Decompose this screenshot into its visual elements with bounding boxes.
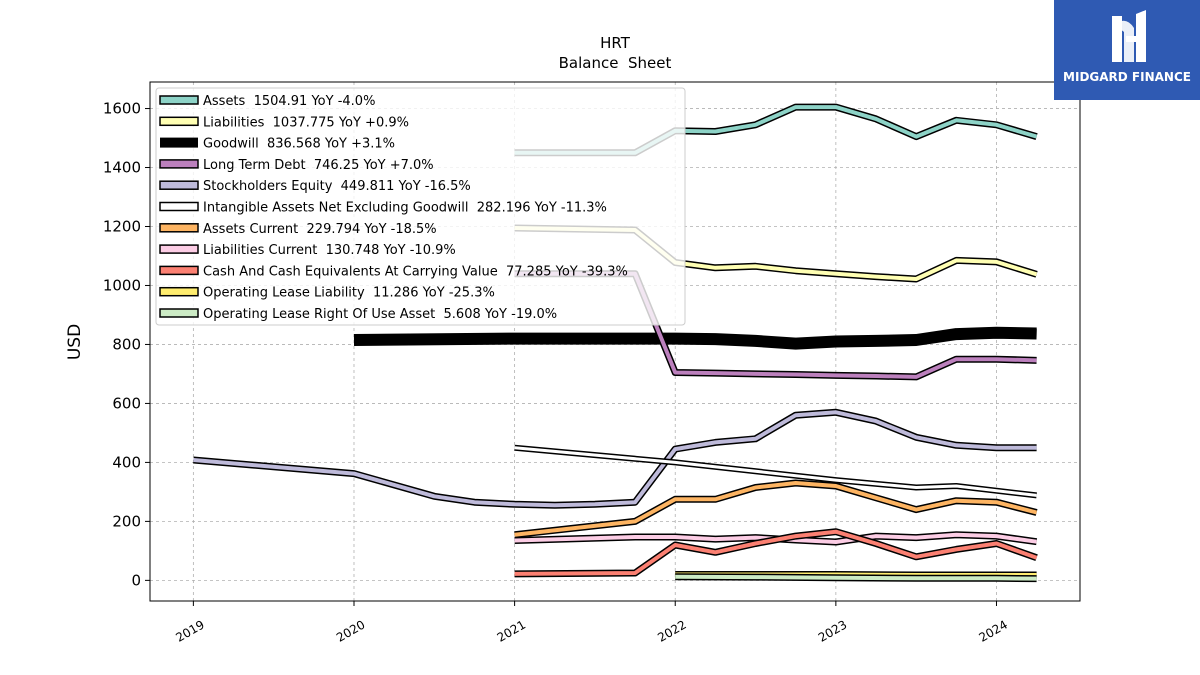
- plot-frame: [149, 81, 1081, 602]
- series-intangible-assets-net-excluding-goodwill: [514, 444, 1037, 499]
- y-tick-label: 1600: [103, 100, 141, 118]
- legend-swatch: [159, 116, 199, 127]
- legend-label: Operating Lease Liability 11.286 YoY -25…: [203, 286, 495, 301]
- legend-label: Long Term Debt 746.25 YoY +7.0%: [203, 158, 434, 173]
- series-liabilities-current: [514, 531, 1038, 546]
- series-line: [353, 328, 1037, 349]
- legend-item: Assets 1504.91 YoY -4.0%: [159, 94, 375, 109]
- legend-swatch: [160, 137, 198, 148]
- x-axis: 2019 2020 2021 2022 2023 2024: [173, 601, 1010, 645]
- legend-box: [155, 87, 686, 326]
- y-tick-label: 0: [131, 571, 141, 589]
- legend-swatch: [159, 286, 199, 297]
- legend-item: Liabilities Current 130.748 YoY -10.9%: [159, 243, 456, 258]
- legend-item: Long Term Debt 746.25 YoY +7.0%: [159, 158, 434, 173]
- legend-item: Liabilities 1037.775 YoY +0.9%: [159, 115, 409, 130]
- brand-name: MIDGARD FINANCE: [1063, 70, 1191, 84]
- legend-label: Intangible Assets Net Excluding Goodwill…: [203, 201, 607, 216]
- y-tick-label: 200: [112, 512, 141, 530]
- legend-label: Cash And Cash Equivalents At Carrying Va…: [203, 264, 628, 279]
- y-tick-label: 600: [112, 394, 141, 412]
- y-tick-label: 800: [112, 335, 141, 353]
- legend-item: Intangible Assets Net Excluding Goodwill…: [159, 201, 607, 216]
- series-line: [675, 574, 1037, 581]
- midgard-finance-logo: MIDGARD FINANCE: [1054, 0, 1200, 100]
- legend-swatch: [159, 265, 199, 276]
- series-goodwill: [353, 326, 1037, 350]
- legend-swatch: [159, 159, 199, 169]
- legend-swatch: [159, 244, 199, 254]
- legend-label: Liabilities 1037.775 YoY +0.9%: [203, 115, 409, 130]
- series-line: [514, 271, 1037, 379]
- series-line: [514, 481, 1038, 537]
- legend-item: Operating Lease Liability 11.286 YoY -25…: [159, 286, 495, 301]
- legend-item: Stockholders Equity 449.811 YoY -16.5%: [159, 179, 471, 194]
- series-layer: [193, 103, 1038, 583]
- y-axis-label: USD: [65, 324, 85, 360]
- series-line: [193, 410, 1037, 508]
- legend-item: Goodwill 836.568 YoY +3.1%: [160, 137, 395, 152]
- legend-swatch: [159, 308, 199, 318]
- x-tick-label: 2023: [816, 617, 849, 644]
- y-tick-label: 1200: [103, 217, 141, 235]
- y-tick-label: 1400: [103, 159, 141, 177]
- x-tick-label: 2021: [495, 617, 528, 644]
- series-stockholders-equity: [193, 408, 1037, 509]
- chart-subtitle: Balance Sheet: [559, 54, 672, 72]
- legend-item: Operating Lease Right Of Use Asset 5.608…: [159, 307, 557, 322]
- series-assets-current: [514, 479, 1038, 539]
- legend-label: Assets 1504.91 YoY -4.0%: [203, 94, 375, 109]
- y-tick-label: 1000: [103, 276, 141, 294]
- series-line: [514, 446, 1037, 497]
- series-operating-lease-right-of-use-asset: [675, 573, 1037, 583]
- legend-label: Goodwill 836.568 YoY +3.1%: [203, 137, 395, 152]
- legend-label: Operating Lease Right Of Use Asset 5.608…: [203, 307, 557, 322]
- x-tick-label: 2022: [655, 617, 688, 644]
- legend-label: Stockholders Equity 449.811 YoY -16.5%: [203, 179, 471, 194]
- series-line: [514, 532, 1037, 544]
- legend-item: Assets Current 229.794 YoY -18.5%: [159, 222, 437, 237]
- legend-swatch: [159, 95, 199, 105]
- x-tick-label: 2020: [334, 617, 367, 644]
- x-tick-label: 2019: [173, 617, 206, 644]
- series-cash-and-cash-equivalents-at-carrying-value: [514, 528, 1038, 578]
- legend-swatch: [159, 180, 199, 190]
- legend-label: Liabilities Current 130.748 YoY -10.9%: [203, 243, 456, 258]
- legend-swatch: [159, 201, 199, 212]
- series-line: [514, 529, 1038, 576]
- x-tick-label: 2024: [977, 617, 1010, 644]
- legend-swatch: [159, 223, 199, 233]
- legend: Assets 1504.91 YoY -4.0% Liabilities 1037…: [155, 87, 686, 326]
- chart-title: HRT: [600, 34, 631, 52]
- legend-label: Assets Current 229.794 YoY -18.5%: [203, 222, 437, 237]
- y-tick-label: 400: [112, 453, 141, 471]
- legend-item: Cash And Cash Equivalents At Carrying Va…: [159, 264, 628, 279]
- midgard-logo-icon: [1112, 10, 1146, 62]
- y-axis: 0 200 400 600 800 1000 1200 1400 1600: [103, 100, 150, 589]
- series-long-term-debt: [514, 270, 1037, 381]
